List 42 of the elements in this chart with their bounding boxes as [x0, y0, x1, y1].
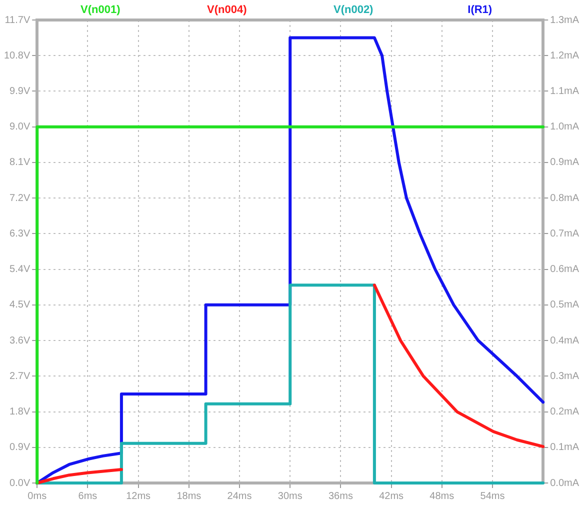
x-tick-label: 6ms: [78, 490, 98, 502]
y-tick-label: 6.3V: [10, 228, 30, 240]
text: I(R1): [468, 4, 492, 16]
y2-tick-label: 0.0mA: [550, 478, 580, 489]
x-tick-label: 12ms: [126, 490, 151, 502]
text: V(n004): [206, 4, 248, 16]
y-tick-label: 0.0V: [10, 478, 30, 489]
y-tick-label: 2.7V: [10, 370, 30, 382]
y2-tick-label: 1.3mA: [550, 14, 580, 26]
x-tick-label: 36ms: [328, 490, 353, 502]
x-tick-label: 48ms: [430, 490, 454, 502]
x-tick-label: 0ms: [28, 490, 47, 502]
y2-tick-label: 0.1mA: [550, 442, 580, 454]
y2-tick-label: 0.5mA: [550, 300, 580, 311]
y2-tick-label: 1.1mA: [550, 86, 580, 97]
y2-tick-label: 0.8mA: [550, 192, 580, 204]
y-tick-label: 5.4V: [10, 264, 30, 276]
y-tick-label: 10.8V: [4, 50, 30, 62]
y-tick-label: 9.0V: [10, 122, 30, 133]
text: V(n002): [333, 4, 374, 16]
y2-tick-label: 0.3mA: [550, 370, 580, 382]
y-tick-label: 3.6V: [10, 335, 30, 346]
x-tick-label: 42ms: [379, 490, 404, 502]
y-tick-label: 8.1V: [10, 157, 30, 168]
x-tick-label: 24ms: [227, 490, 252, 502]
y2-tick-label: 0.7mA: [550, 228, 580, 240]
y-tick-label: 4.5V: [10, 300, 30, 311]
y-tick-label: 1.8V: [10, 406, 30, 418]
text: V(n001): [80, 4, 121, 16]
y-tick-label: 11.7V: [4, 14, 30, 26]
y2-tick-label: 0.6mA: [550, 264, 580, 276]
y-tick-label: 0.9V: [10, 442, 30, 454]
y-tick-label: 9.9V: [10, 86, 30, 97]
y2-tick-label: 1.2mA: [550, 50, 580, 62]
y2-tick-label: 0.4mA: [550, 335, 580, 346]
y2-tick-label: 0.9mA: [550, 157, 580, 168]
x-tick-label: 30ms: [278, 490, 302, 502]
x-tick-label: 18ms: [176, 490, 202, 502]
y2-tick-label: 1.0mA: [550, 122, 580, 133]
x-tick-label: 54ms: [480, 490, 505, 502]
y2-tick-label: 0.2mA: [550, 406, 580, 418]
y-tick-label: 7.2V: [10, 192, 30, 204]
